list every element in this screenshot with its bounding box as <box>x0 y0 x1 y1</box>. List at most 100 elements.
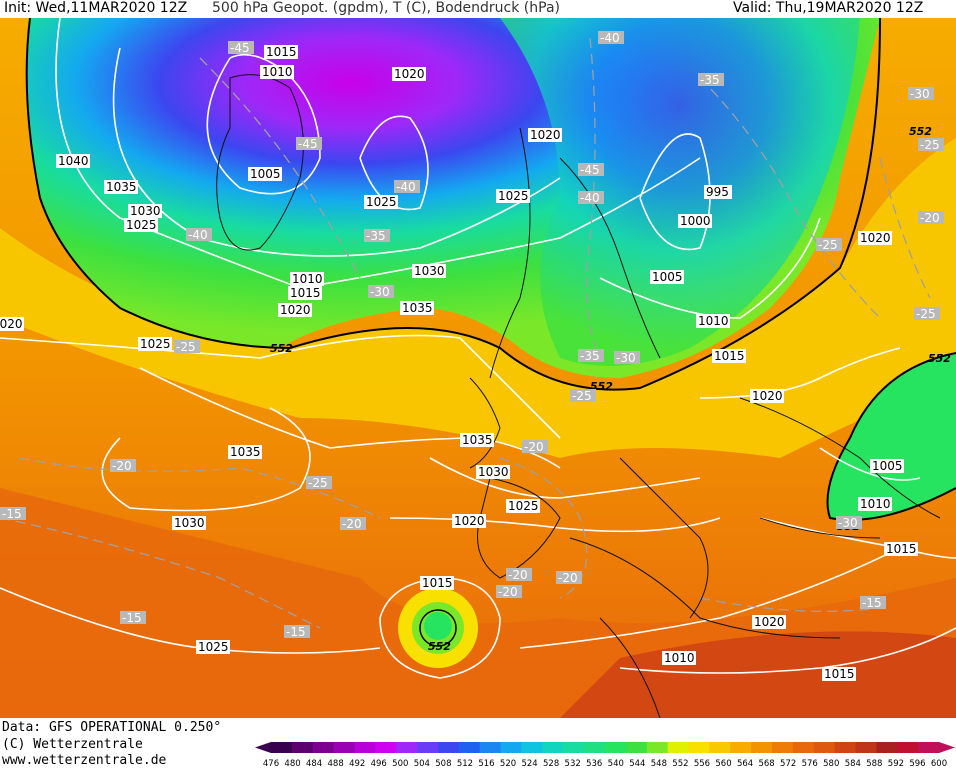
pressure-label: 1015 <box>266 45 297 59</box>
temperature-label: -20 <box>920 211 940 225</box>
colorbar-tick-label: 580 <box>823 759 839 768</box>
colorbar-tick-label: 560 <box>715 759 731 768</box>
colorbar-tick-label: 544 <box>629 759 645 768</box>
pressure-label: 1040 <box>58 154 89 168</box>
pressure-label: 1010 <box>664 651 695 665</box>
temperature-label: -25 <box>308 476 328 490</box>
colorbar-tick-label: 540 <box>608 759 624 768</box>
colorbar-swatch <box>730 742 752 753</box>
colorbar-tick-label: 592 <box>888 759 904 768</box>
colorbar-tick-label: 508 <box>435 759 451 768</box>
colorbar-swatch <box>521 742 543 753</box>
valid-time: Valid: Thu,19MAR2020 12Z <box>733 0 924 16</box>
pressure-label: 1025 <box>508 499 539 513</box>
colorbar-swatch <box>813 742 836 753</box>
colorbar-swatch <box>834 742 856 753</box>
cold-trough-east <box>500 18 860 366</box>
pressure-label: 1010 <box>292 272 323 286</box>
colorbar-swatch <box>625 742 648 753</box>
warm-zone-southeast <box>560 631 956 718</box>
pressure-label: 1015 <box>290 286 321 300</box>
colorbar-tick-label: 504 <box>414 759 430 768</box>
pressure-label: 1015 <box>824 667 855 681</box>
temperature-label: -15 <box>286 625 306 639</box>
colorbar-swatch <box>897 742 919 753</box>
chart-header: Init: Wed,11MAR2020 12Z 500 hPa Geopot. … <box>0 0 956 18</box>
geopotential-label: 552 <box>909 125 932 138</box>
website-url: www.wetterzentrale.de <box>2 753 167 768</box>
pressure-label: 1020 <box>754 615 785 629</box>
geopotential-contour-552-east <box>826 352 956 521</box>
colorbar-tick-label: 520 <box>500 759 516 768</box>
colorbar-swatch <box>542 742 564 753</box>
colorbar-tick-label: 556 <box>694 759 710 768</box>
temperature-label: -45 <box>298 137 318 151</box>
pressure-label: 1025 <box>140 337 171 351</box>
colorbar-swatch <box>354 742 376 753</box>
copyright: (C) Wetterzentrale <box>2 737 143 752</box>
colorbar-swatch <box>312 742 335 753</box>
colorbar-arrow-left <box>255 742 271 753</box>
pressure-label: 1025 <box>198 640 229 654</box>
temperature-label: -20 <box>508 568 528 582</box>
temperature-label: -30 <box>910 87 930 101</box>
colorbar-swatch <box>584 742 606 753</box>
temperature-label: -20 <box>524 440 544 454</box>
pressure-labels: 1040 1035 1030 1025 1015 1010 1005 1020 … <box>0 45 918 681</box>
color-scale: 476 480 484 488 492 496 500 504 508 512 516 520 524 5… <box>255 742 955 768</box>
colorbar-swatch <box>438 742 460 753</box>
pressure-label: 1005 <box>652 270 683 284</box>
pressure-label: 1005 <box>250 167 281 181</box>
temperature-labels: -45 -45 -40 -40 -35 -30 -45 -40 -40 -35 … <box>0 31 944 639</box>
pressure-label: 1005 <box>872 459 903 473</box>
colorbar-swatch <box>751 742 773 753</box>
pressure-label: 1010 <box>262 65 293 79</box>
colorbar-tick-label: 572 <box>780 759 796 768</box>
temperature-label: -20 <box>342 517 362 531</box>
colorbar-swatch <box>375 742 397 753</box>
yellow-band <box>0 138 956 458</box>
colorbar-swatch <box>563 742 585 753</box>
pressure-label: 1030 <box>414 264 445 278</box>
colorbar-tick-label: 528 <box>543 759 559 768</box>
colorbar-swatch <box>667 742 689 753</box>
colorbar-tick-label: 552 <box>672 759 688 768</box>
pressure-label: 1020 <box>454 514 485 528</box>
geopotential-label: 552 <box>928 352 951 365</box>
temperature-label: -25 <box>920 138 940 152</box>
colorbar-arrow-right <box>939 742 955 753</box>
pressure-label: 1020 <box>860 231 891 245</box>
pressure-label: 1010 <box>698 314 729 328</box>
colorbar-tick-label: 584 <box>845 759 861 768</box>
pressure-label: 1025 <box>126 218 157 232</box>
colorbar-swatch <box>855 742 877 753</box>
colorbar-tick-label: 480 <box>284 759 300 768</box>
colorbar-swatch <box>271 742 293 753</box>
colorbar-tick-label: 536 <box>586 759 602 768</box>
temperature-label: -45 <box>580 163 600 177</box>
pressure-label: 1030 <box>174 516 205 530</box>
init-time: Init: Wed,11MAR2020 12Z <box>4 0 188 16</box>
temperature-label: -30 <box>370 285 390 299</box>
temperature-isolines <box>0 37 931 629</box>
geopotential-label: 552 <box>270 342 293 355</box>
geopotential-label: 552 <box>428 640 451 653</box>
colorbar-swatch <box>500 742 522 753</box>
pressure-label: 1020 <box>530 128 561 142</box>
cold-pool-east <box>827 353 956 520</box>
colorbar-swatch <box>291 742 314 753</box>
colorbar-swatch <box>396 742 418 753</box>
temperature-label: -30 <box>838 516 858 530</box>
temperature-label: -45 <box>230 41 250 55</box>
colorbar-tick-label: 484 <box>306 759 322 768</box>
colorbar-tick-label: 596 <box>909 759 925 768</box>
colorbar-tick-label: 532 <box>565 759 581 768</box>
pressure-label: 1020 <box>752 389 783 403</box>
coastlines <box>216 74 941 718</box>
colorbar-swatch <box>417 742 439 753</box>
pressure-label: 1015 <box>714 349 745 363</box>
pressure-label: 1030 <box>130 204 161 218</box>
pressure-label: 1015 <box>422 576 453 590</box>
chart-title: 500 hPa Geopot. (gpdm), T (C), Bodendruc… <box>212 0 560 16</box>
colorbar-tick-label: 548 <box>651 759 667 768</box>
